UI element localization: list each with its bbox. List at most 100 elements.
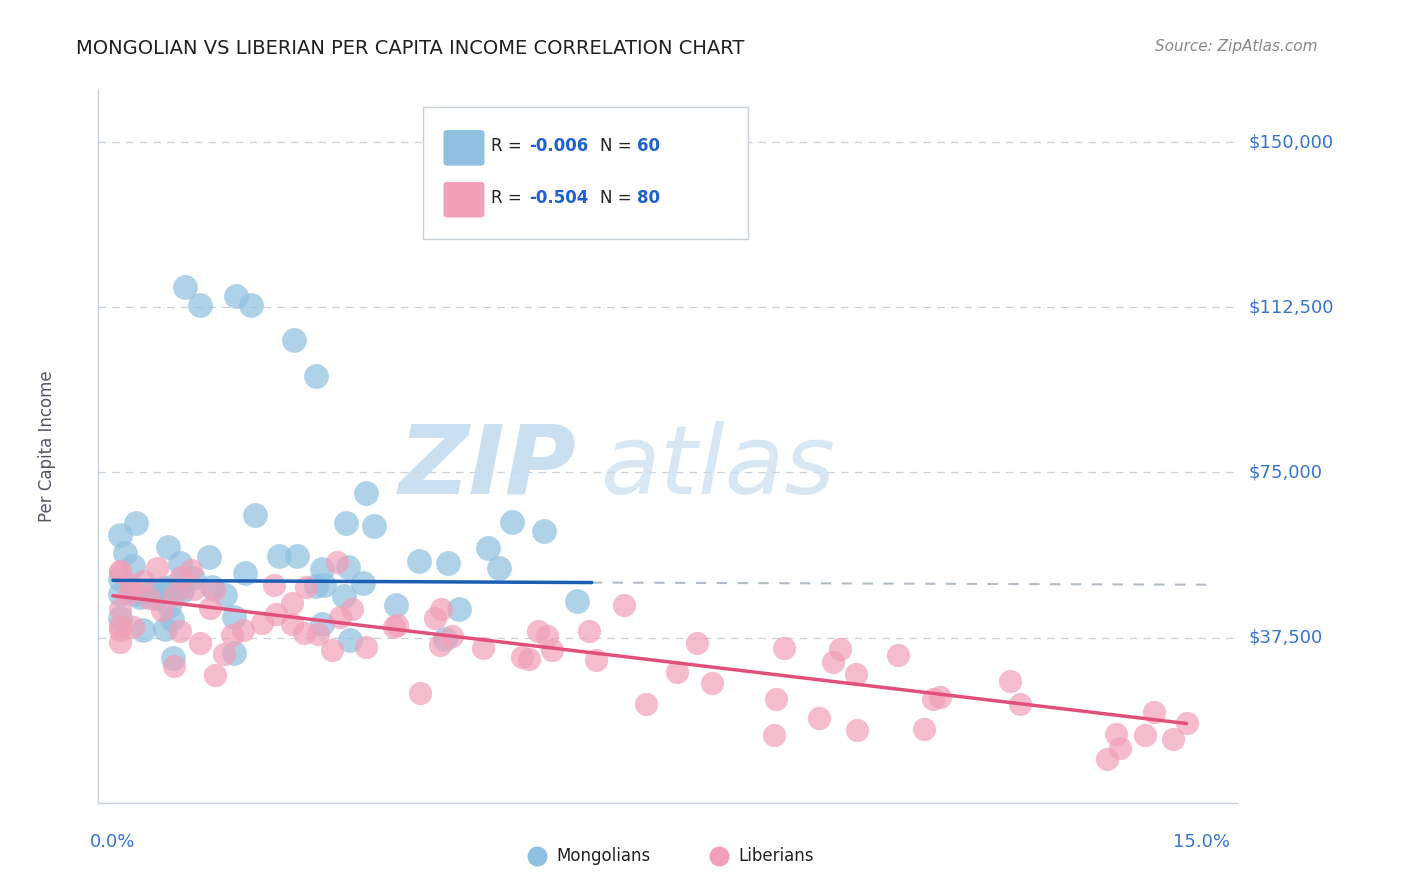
Text: 60: 60: [637, 137, 659, 155]
Point: [1133, 728, 1156, 742]
Point: [613, 599, 636, 613]
Point: [225, 289, 247, 303]
Point: [108, 635, 131, 649]
Point: [281, 596, 304, 610]
Point: [311, 562, 333, 576]
Point: [281, 616, 304, 631]
Point: [212, 648, 235, 662]
Point: [921, 691, 943, 706]
Point: [1143, 705, 1166, 719]
Point: [188, 298, 211, 312]
Point: [204, 668, 226, 682]
Point: [138, 591, 160, 606]
Point: [269, 549, 291, 563]
Point: [222, 646, 245, 660]
Point: [914, 722, 936, 736]
Point: [1095, 752, 1118, 766]
Text: ZIP: ZIP: [399, 421, 576, 514]
Point: [477, 541, 499, 555]
Text: Liberians: Liberians: [738, 847, 814, 865]
Point: [540, 643, 562, 657]
Point: [488, 560, 510, 574]
Point: [536, 629, 558, 643]
Point: [423, 610, 446, 624]
Point: [437, 556, 460, 570]
Point: [232, 623, 254, 637]
Point: [429, 602, 451, 616]
Point: [108, 572, 131, 586]
Point: [409, 686, 432, 700]
Point: [352, 576, 374, 591]
Point: [1161, 731, 1184, 746]
Point: [162, 651, 184, 665]
Point: [304, 578, 326, 592]
Point: [807, 711, 830, 725]
Point: [169, 556, 191, 570]
Point: [180, 563, 202, 577]
Point: [1108, 741, 1130, 756]
Point: [510, 649, 533, 664]
Point: [131, 623, 153, 637]
Point: [1010, 697, 1032, 711]
Point: [157, 599, 180, 613]
Point: [283, 333, 305, 347]
FancyBboxPatch shape: [443, 130, 485, 166]
Point: [408, 554, 430, 568]
Point: [114, 546, 136, 560]
Point: [845, 723, 868, 738]
Point: [333, 589, 356, 603]
Point: [143, 591, 166, 605]
Point: [329, 610, 352, 624]
Point: [155, 623, 177, 637]
Text: atlas: atlas: [599, 421, 835, 514]
Point: [214, 588, 236, 602]
Point: [108, 623, 131, 637]
Point: [132, 574, 155, 588]
Text: MONGOLIAN VS LIBERIAN PER CAPITA INCOME CORRELATION CHART: MONGOLIAN VS LIBERIAN PER CAPITA INCOME …: [76, 39, 744, 58]
Point: [122, 587, 145, 601]
Point: [239, 298, 262, 312]
Text: R =: R =: [491, 189, 527, 207]
Point: [108, 565, 131, 579]
Point: [152, 581, 174, 595]
Point: [121, 620, 143, 634]
Point: [440, 629, 463, 643]
Point: [108, 619, 131, 633]
Point: [305, 368, 328, 383]
Text: $75,000: $75,000: [1249, 464, 1323, 482]
Point: [224, 610, 246, 624]
Point: [264, 607, 287, 622]
Point: [340, 602, 363, 616]
Point: [501, 515, 523, 529]
Text: -0.006: -0.006: [529, 137, 588, 155]
Point: [354, 640, 377, 654]
Point: [142, 583, 165, 598]
FancyBboxPatch shape: [443, 182, 485, 218]
Text: Mongolians: Mongolians: [557, 847, 651, 865]
Point: [384, 598, 406, 612]
Point: [449, 602, 471, 616]
Point: [160, 612, 183, 626]
Point: [887, 648, 910, 662]
Point: [202, 582, 225, 597]
Point: [1175, 716, 1198, 731]
Point: [150, 603, 173, 617]
Point: [321, 643, 343, 657]
Point: [125, 516, 148, 530]
Text: 80: 80: [637, 189, 659, 207]
Point: [233, 566, 256, 580]
FancyBboxPatch shape: [423, 107, 748, 239]
Text: $150,000: $150,000: [1249, 133, 1333, 151]
Text: Source: ZipAtlas.com: Source: ZipAtlas.com: [1154, 39, 1317, 54]
Point: [181, 571, 204, 585]
Point: [145, 560, 167, 574]
Point: [166, 583, 188, 598]
Point: [198, 549, 221, 564]
Point: [700, 676, 723, 690]
Text: 0.0%: 0.0%: [90, 833, 135, 851]
Point: [120, 578, 142, 592]
Point: [292, 626, 315, 640]
Point: [156, 540, 179, 554]
Point: [1104, 727, 1126, 741]
Text: 15.0%: 15.0%: [1173, 833, 1229, 851]
